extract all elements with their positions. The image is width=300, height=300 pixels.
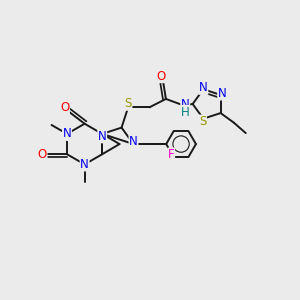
- Text: O: O: [157, 70, 166, 83]
- Text: N: N: [129, 135, 138, 148]
- Text: S: S: [124, 97, 132, 110]
- Text: N: N: [199, 81, 208, 94]
- Text: O: O: [60, 101, 69, 114]
- Text: F: F: [168, 148, 175, 161]
- Text: N: N: [181, 98, 190, 111]
- Text: H: H: [181, 106, 190, 118]
- Text: N: N: [98, 130, 106, 143]
- Text: S: S: [199, 115, 206, 128]
- Text: O: O: [38, 148, 47, 161]
- Text: N: N: [63, 128, 71, 140]
- Text: N: N: [218, 87, 226, 100]
- Text: N: N: [80, 158, 89, 171]
